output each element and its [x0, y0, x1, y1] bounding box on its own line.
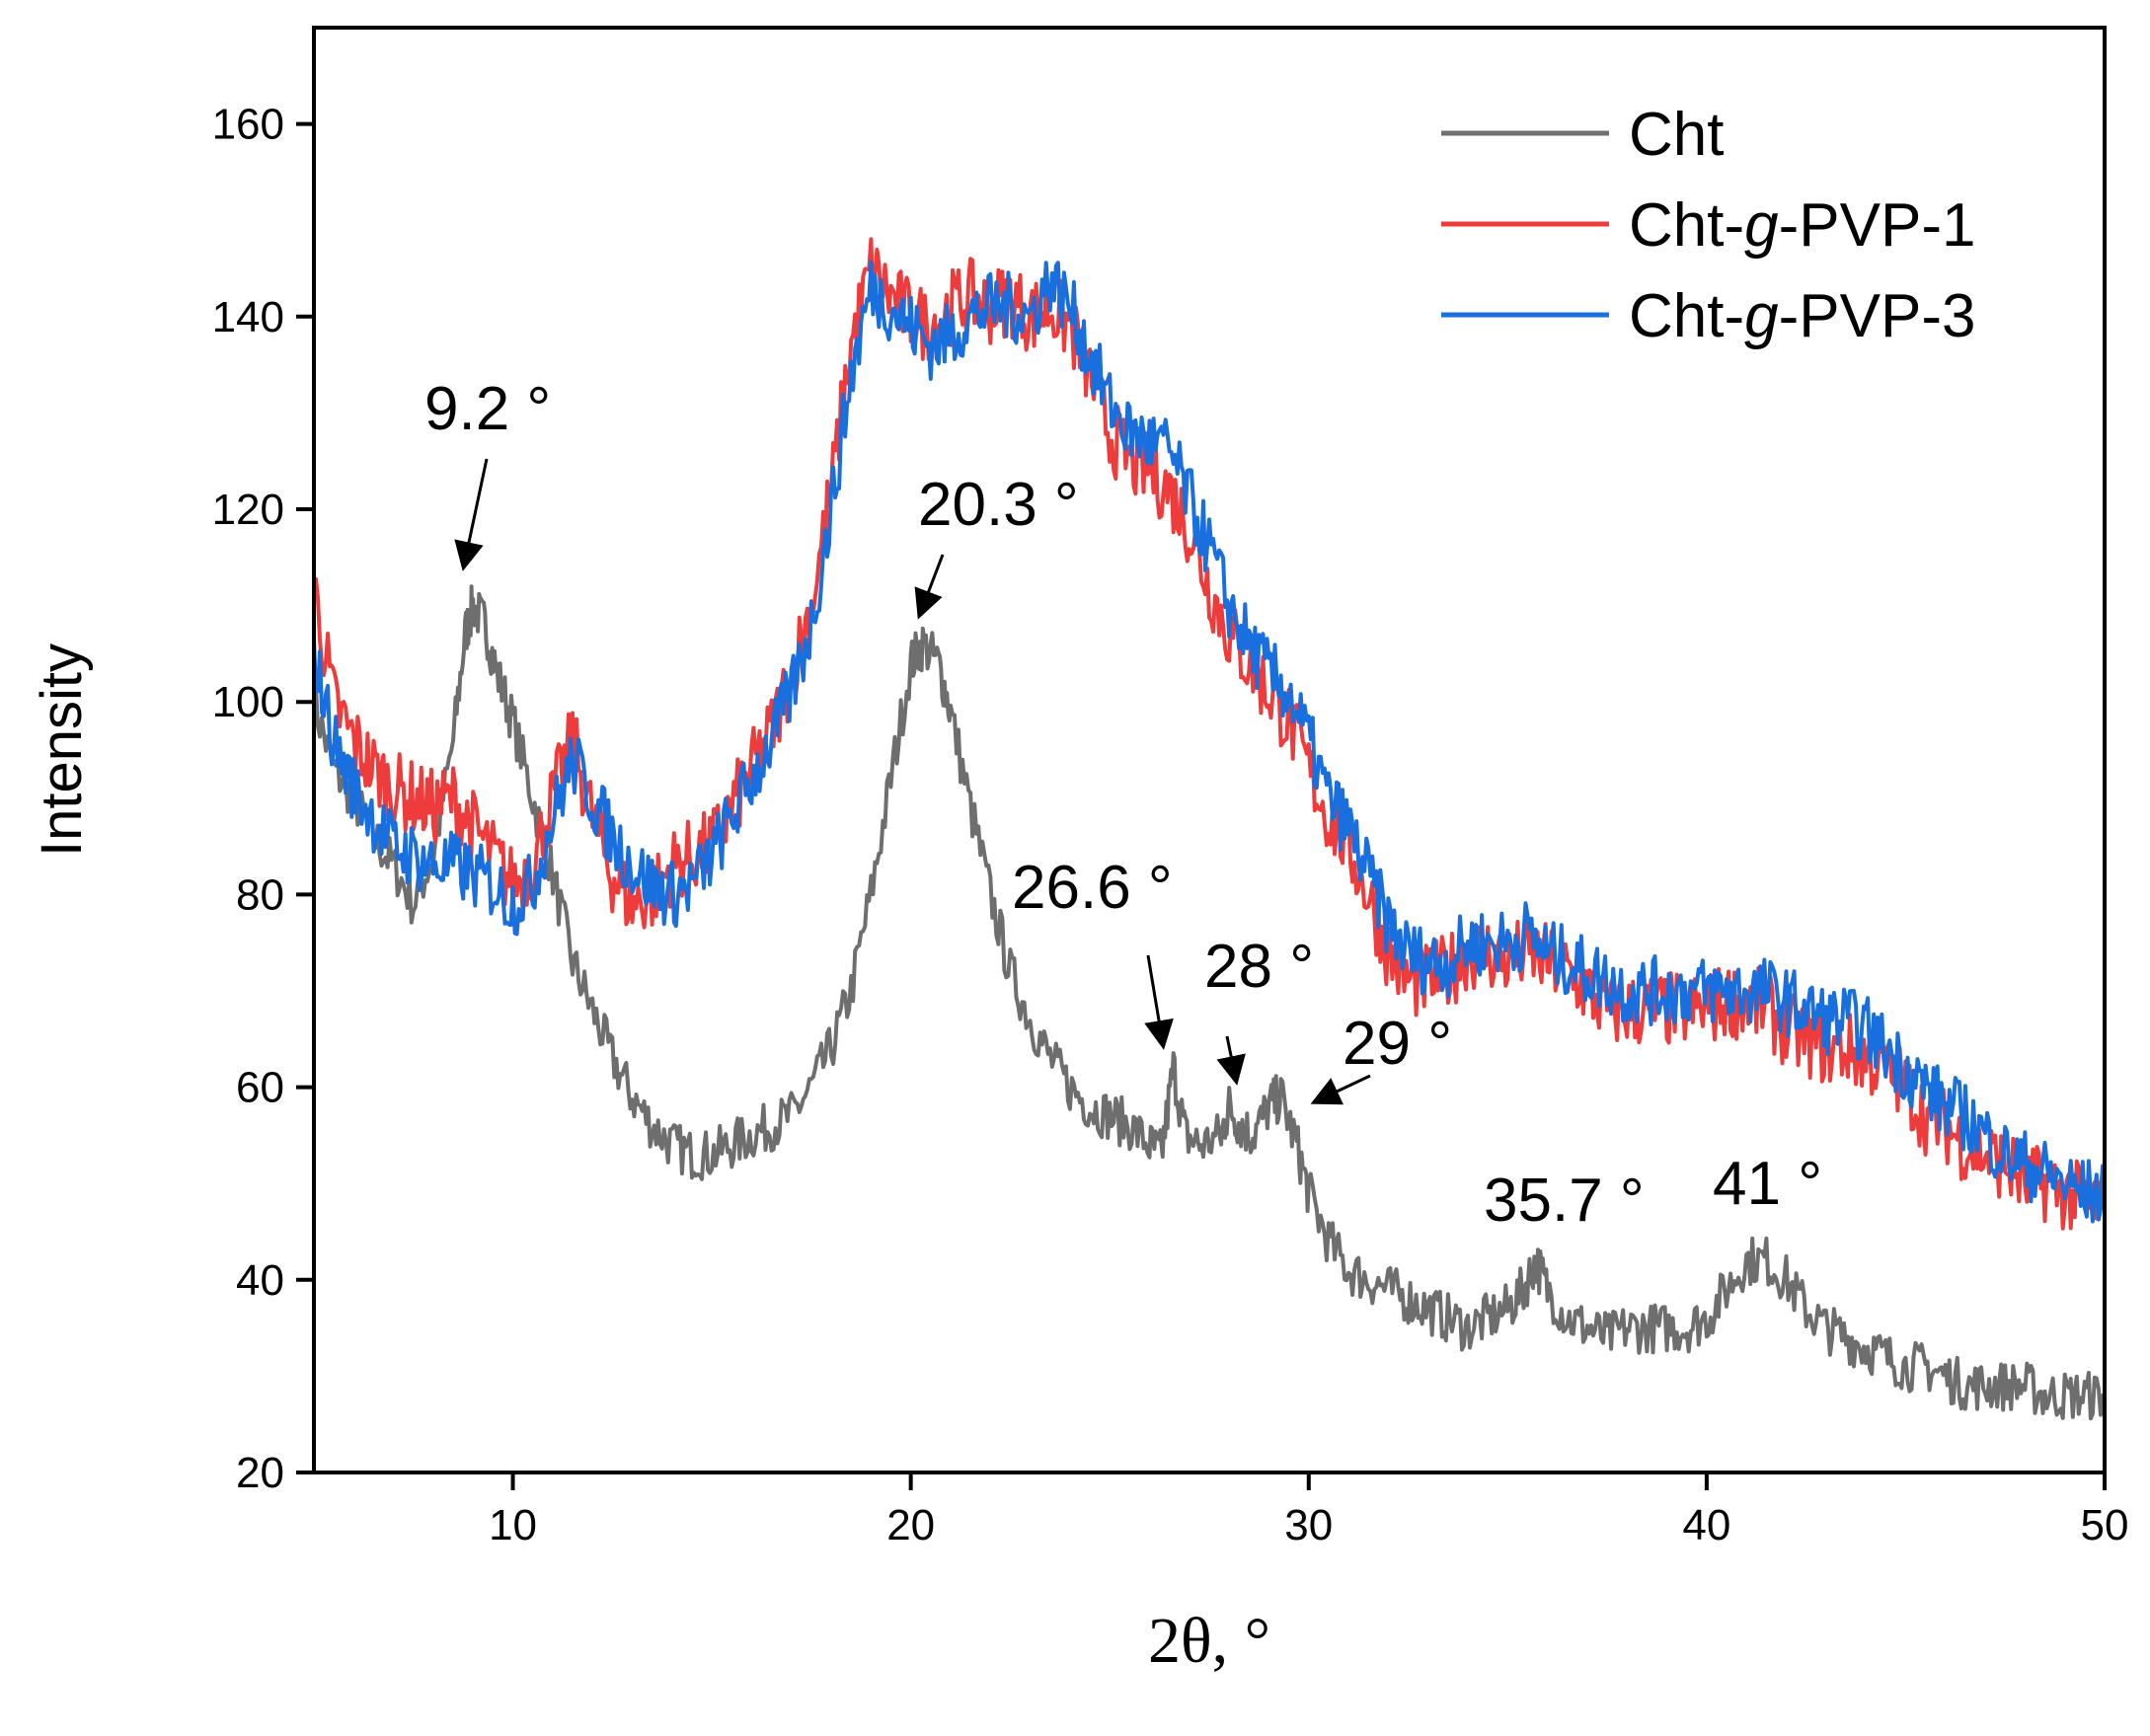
y-tick-label: 40	[236, 1256, 284, 1305]
legend-label: Cht	[1629, 101, 1724, 169]
plot-frame	[312, 26, 2107, 1474]
peak-label: 29 °	[1343, 1010, 1452, 1078]
peak-arrow	[1216, 1035, 1246, 1086]
y-tick-label: 120	[212, 486, 284, 534]
peak-label: 20.3 °	[918, 471, 1079, 539]
x-tick-label: 40	[1682, 1501, 1730, 1549]
x-axis-ticks: 10 20 30 40 50	[489, 1472, 2128, 1549]
x-axis-title: 2θ, °	[1148, 1605, 1270, 1677]
y-tick-label: 140	[212, 293, 284, 341]
peak-arrow	[454, 458, 489, 571]
legend-label: Cht-g-PVP-3	[1629, 282, 1975, 350]
peak-label: 35.7 °	[1484, 1167, 1645, 1235]
series-line-cht	[314, 584, 2105, 1421]
y-tick-label: 20	[236, 1449, 284, 1497]
peak-arrow	[1144, 954, 1174, 1050]
peak-arrow	[1310, 1074, 1371, 1105]
peak-label: 28 °	[1204, 933, 1314, 1001]
y-tick-label: 160	[212, 101, 284, 149]
legend-label: Cht-g-PVP-1	[1629, 191, 1975, 260]
peak-label: 26.6 °	[1012, 854, 1173, 922]
peak-label: 9.2 °	[424, 375, 551, 443]
legend: Cht Cht-g-PVP-1 Cht-g-PVP-3	[1441, 101, 1975, 350]
series-line-cht-g-pvp-1	[314, 237, 2105, 1231]
y-axis-title: Intensity	[30, 643, 94, 857]
y-axis-ticks: 20 40 60 80 100 120 140 160	[212, 101, 314, 1497]
peak-annotations: 9.2 ° 20.3 ° 26.6 ° 28 ° 29 ° 35.7 ° 41 °	[424, 375, 1822, 1235]
series-line-cht-g-pvp-3	[314, 260, 2105, 1224]
y-tick-label: 100	[212, 678, 284, 726]
series-layer	[314, 237, 2105, 1421]
x-tick-label: 50	[2081, 1501, 2129, 1549]
x-tick-label: 20	[886, 1501, 935, 1549]
peak-label: 41 °	[1713, 1150, 1822, 1218]
x-tick-label: 10	[489, 1501, 537, 1549]
peak-arrow	[914, 554, 945, 620]
x-tick-label: 30	[1284, 1501, 1333, 1549]
y-tick-label: 80	[236, 870, 284, 919]
y-tick-label: 60	[236, 1064, 284, 1112]
